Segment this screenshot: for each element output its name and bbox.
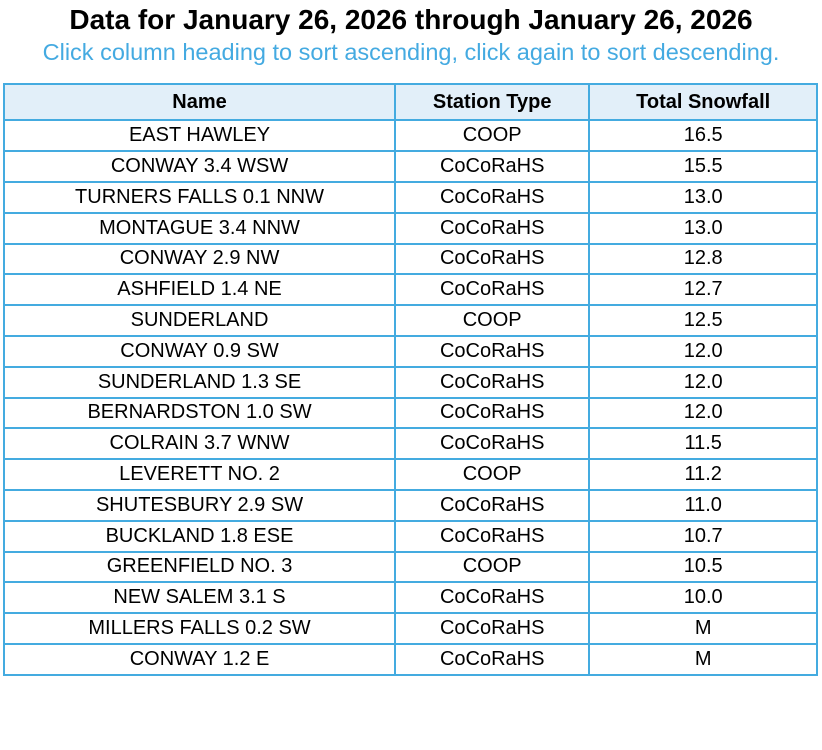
column-header-name[interactable]: Name	[2, 83, 397, 122]
column-header-station-type[interactable]: Station Type	[394, 83, 591, 122]
cell-total-snowfall: 12.0	[588, 334, 818, 368]
cell-total-snowfall: M	[588, 612, 818, 645]
cell-total-snowfall: 12.8	[588, 242, 818, 276]
table-row: MONTAGUE 3.4 NNW CoCoRaHS 13.0	[2, 211, 818, 245]
cell-station-type: CoCoRaHS	[394, 427, 591, 461]
cell-name: BERNARDSTON 1.0 SW	[2, 396, 397, 430]
cell-station-type: COOP	[394, 550, 591, 584]
cell-total-snowfall: 12.5	[588, 304, 818, 337]
table-row: BUCKLAND 1.8 ESE CoCoRaHS 10.7	[2, 519, 818, 553]
cell-name: SHUTESBURY 2.9 SW	[2, 488, 397, 522]
cell-name: CONWAY 3.4 WSW	[2, 150, 397, 183]
table-row: COLRAIN 3.7 WNW CoCoRaHS 11.5	[2, 427, 818, 461]
cell-station-type: CoCoRaHS	[394, 581, 591, 615]
cell-station-type: CoCoRaHS	[394, 642, 591, 676]
cell-name: BUCKLAND 1.8 ESE	[2, 519, 397, 553]
cell-station-type: CoCoRaHS	[394, 242, 591, 276]
table-row: CONWAY 0.9 SW CoCoRaHS 12.0	[2, 334, 818, 368]
header-row: Name Station Type Total Snowfall	[2, 83, 818, 122]
cell-name: CONWAY 2.9 NW	[2, 242, 397, 276]
table-row: GREENFIELD NO. 3 COOP 10.5	[2, 550, 818, 584]
table-row: BERNARDSTON 1.0 SW CoCoRaHS 12.0	[2, 396, 818, 430]
cell-total-snowfall: 11.0	[588, 488, 818, 522]
cell-name: MONTAGUE 3.4 NNW	[2, 211, 397, 245]
cell-total-snowfall: 11.5	[588, 427, 818, 461]
cell-station-type: CoCoRaHS	[394, 519, 591, 553]
table-row: SHUTESBURY 2.9 SW CoCoRaHS 11.0	[2, 488, 818, 522]
cell-total-snowfall: 12.7	[588, 273, 818, 307]
cell-name: MILLERS FALLS 0.2 SW	[2, 612, 397, 645]
cell-station-type: CoCoRaHS	[394, 211, 591, 245]
table-row: ASHFIELD 1.4 NE CoCoRaHS 12.7	[2, 273, 818, 307]
cell-name: TURNERS FALLS 0.1 NNW	[2, 180, 397, 214]
table-row: LEVERETT NO. 2 COOP 11.2	[2, 458, 818, 491]
snowfall-table: Name Station Type Total Snowfall EAST HA…	[2, 83, 818, 676]
cell-name: GREENFIELD NO. 3	[2, 550, 397, 584]
table-row: CONWAY 2.9 NW CoCoRaHS 12.8	[2, 242, 818, 276]
cell-station-type: CoCoRaHS	[394, 180, 591, 214]
cell-name: SUNDERLAND	[2, 304, 397, 337]
cell-name: CONWAY 0.9 SW	[2, 334, 397, 368]
cell-station-type: CoCoRaHS	[394, 365, 591, 399]
table-row: EAST HAWLEY COOP 16.5	[2, 119, 818, 153]
table-row: MILLERS FALLS 0.2 SW CoCoRaHS M	[2, 612, 818, 645]
table-row: SUNDERLAND 1.3 SE CoCoRaHS 12.0	[2, 365, 818, 399]
cell-station-type: COOP	[394, 458, 591, 491]
cell-total-snowfall: 10.5	[588, 550, 818, 584]
cell-total-snowfall: 12.0	[588, 396, 818, 430]
cell-station-type: CoCoRaHS	[394, 334, 591, 368]
cell-name: ASHFIELD 1.4 NE	[2, 273, 397, 307]
snowfall-table-header: Name Station Type Total Snowfall	[2, 83, 818, 122]
column-header-total-snowfall[interactable]: Total Snowfall	[588, 83, 818, 122]
cell-station-type: CoCoRaHS	[394, 150, 591, 183]
cell-station-type: COOP	[394, 304, 591, 337]
cell-total-snowfall: 11.2	[588, 458, 818, 491]
cell-name: EAST HAWLEY	[2, 119, 397, 153]
cell-total-snowfall: 13.0	[588, 211, 818, 245]
page-title: Data for January 26, 2026 through Januar…	[69, 4, 753, 35]
cell-name: SUNDERLAND 1.3 SE	[2, 365, 397, 399]
cell-name: LEVERETT NO. 2	[2, 458, 397, 491]
cell-total-snowfall: 10.7	[588, 519, 818, 553]
cell-station-type: CoCoRaHS	[394, 273, 591, 307]
cell-name: NEW SALEM 3.1 S	[2, 581, 397, 615]
snowfall-table-body: EAST HAWLEY COOP 16.5 CONWAY 3.4 WSW CoCoRaH…	[2, 119, 818, 676]
cell-total-snowfall: M	[588, 642, 818, 676]
table-row: NEW SALEM 3.1 S CoCoRaHS 10.0	[2, 581, 818, 615]
cell-total-snowfall: 13.0	[588, 180, 818, 214]
cell-station-type: COOP	[394, 119, 591, 153]
table-row: CONWAY 1.2 E CoCoRaHS M	[2, 642, 818, 676]
cell-station-type: CoCoRaHS	[394, 488, 591, 522]
table-row: CONWAY 3.4 WSW CoCoRaHS 15.5	[2, 150, 818, 183]
cell-name: COLRAIN 3.7 WNW	[2, 427, 397, 461]
cell-total-snowfall: 16.5	[588, 119, 818, 153]
cell-total-snowfall: 10.0	[588, 581, 818, 615]
sort-instructions: Click column heading to sort ascending, …	[42, 39, 780, 66]
cell-station-type: CoCoRaHS	[394, 396, 591, 430]
cell-name: CONWAY 1.2 E	[2, 642, 397, 676]
cell-total-snowfall: 12.0	[588, 365, 818, 399]
cell-total-snowfall: 15.5	[588, 150, 818, 183]
cell-station-type: CoCoRaHS	[394, 612, 591, 645]
table-row: SUNDERLAND COOP 12.5	[2, 304, 818, 337]
table-row: TURNERS FALLS 0.1 NNW CoCoRaHS 13.0	[2, 180, 818, 214]
